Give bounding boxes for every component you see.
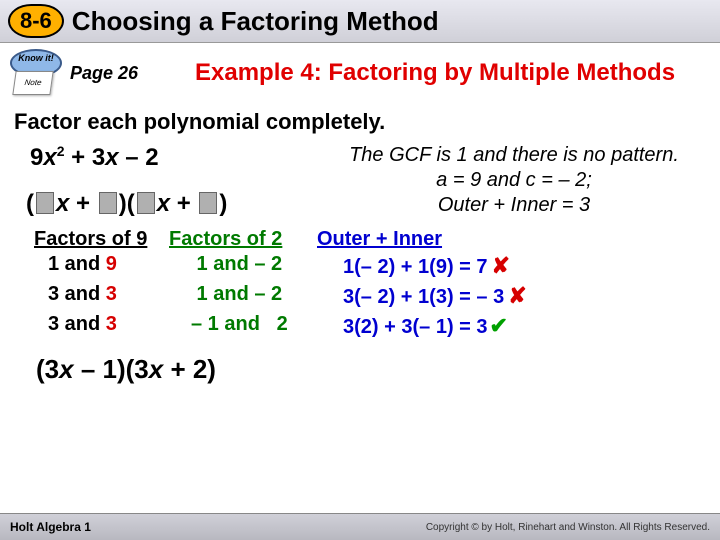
factor-table: Factors of 9 Factors of 2 Outer + Inner … — [34, 228, 706, 341]
exp1: 2 — [57, 143, 65, 159]
blank-box — [199, 192, 217, 214]
f9b: 3 — [106, 283, 117, 305]
var1: x — [43, 144, 56, 171]
polynomial: 9x2 + 3x – 2 — [30, 143, 314, 172]
op2: – — [119, 144, 146, 171]
f9a: 1 — [48, 253, 59, 275]
footer-right: Copyright © by Holt, Rinehart and Winsto… — [426, 522, 710, 533]
example-title: Example 4: Factoring by Multiple Methods — [158, 59, 712, 88]
problem-row: 9x2 + 3x – 2 (x + )(x + ) The GCF is 1 a… — [14, 143, 706, 218]
ans-p2: + 2) — [163, 354, 216, 384]
page-number: Page 26 — [70, 63, 138, 84]
body: Factor each polynomial completely. 9x2 +… — [0, 109, 720, 384]
table-head: Factors of 9 Factors of 2 Outer + Inner — [34, 228, 706, 251]
var2: x — [105, 144, 118, 171]
cell-f2: – 1 and 2 — [183, 311, 339, 341]
cell-calc: 3(– 2) + 1(3) = – 3✘ — [339, 281, 706, 311]
lesson-badge: 8-6 — [8, 4, 64, 38]
footer-left: Holt Algebra 1 — [10, 520, 91, 534]
cell-calc: 3(2) + 3(– 1) = 3✔ — [339, 311, 706, 341]
table-row: 3 and 3 1 and – 2 3(– 2) + 1(3) = – 3✘ — [34, 281, 706, 311]
factor-template: (x + )(x + ) — [26, 190, 314, 218]
blank-box — [137, 192, 155, 214]
blank-box — [99, 192, 117, 214]
col-head-2: Factors of 2 — [169, 228, 317, 251]
check-icon: ✔ — [490, 313, 508, 338]
cell-f9: 1 and 9 — [34, 251, 183, 281]
cross-icon: ✘ — [492, 253, 510, 278]
final-answer: (3x – 1)(3x + 2) — [36, 355, 706, 384]
ans-p1: (3 — [36, 354, 59, 384]
explain-line1: The GCF is 1 and there is no pattern. — [349, 144, 679, 166]
col-head-3: Outer + Inner — [317, 228, 517, 251]
calc-text: 3(2) + 3(– 1) = 3 — [343, 316, 488, 338]
f9a: 3 — [48, 283, 59, 305]
template-x: x — [157, 190, 170, 217]
cell-f2: 1 and – 2 — [183, 251, 339, 281]
knowit-note: Note — [12, 71, 53, 95]
ans-x1: x — [59, 354, 73, 384]
f9b: 9 — [106, 253, 117, 275]
ans-mid: – 1)(3 — [74, 354, 149, 384]
subheader: Know it! Note Page 26 Example 4: Factori… — [0, 43, 720, 107]
const: 2 — [145, 144, 158, 171]
calc-text: 3(– 2) + 1(3) = – 3 — [343, 286, 504, 308]
cell-f2: 1 and – 2 — [183, 281, 339, 311]
f9b: 3 — [106, 313, 117, 335]
template-x: x — [56, 190, 69, 217]
cell-calc: 1(– 2) + 1(9) = 7✘ — [339, 251, 706, 281]
coef2: 3 — [92, 144, 105, 171]
coef1: 9 — [30, 144, 43, 171]
explain-line2: a = 9 and c = – 2; — [436, 169, 592, 191]
op1: + — [65, 144, 92, 171]
blank-box — [36, 192, 54, 214]
cell-f9: 3 and 3 — [34, 281, 183, 311]
calc-text: 1(– 2) + 1(9) = 7 — [343, 256, 488, 278]
table-row: 3 and 3 – 1 and 2 3(2) + 3(– 1) = 3✔ — [34, 311, 706, 341]
cell-f9: 3 and 3 — [34, 311, 183, 341]
table-row: 1 and 9 1 and – 2 1(– 2) + 1(9) = 7✘ — [34, 251, 706, 281]
instruction: Factor each polynomial completely. — [14, 109, 706, 135]
cross-icon: ✘ — [508, 283, 526, 308]
col-head-1: Factors of 9 — [34, 228, 169, 251]
ans-x2: x — [149, 354, 163, 384]
explanation: The GCF is 1 and there is no pattern. a … — [314, 143, 706, 218]
header-bar: 8-6 Choosing a Factoring Method — [0, 0, 720, 43]
problem-left: 9x2 + 3x – 2 (x + )(x + ) — [14, 143, 314, 218]
header-title: Choosing a Factoring Method — [72, 6, 439, 37]
f9a: 3 — [48, 313, 59, 335]
knowit-icon: Know it! Note — [8, 49, 66, 97]
explain-line3: Outer + Inner = 3 — [438, 194, 590, 216]
footer: Holt Algebra 1 Copyright © by Holt, Rine… — [0, 513, 720, 540]
